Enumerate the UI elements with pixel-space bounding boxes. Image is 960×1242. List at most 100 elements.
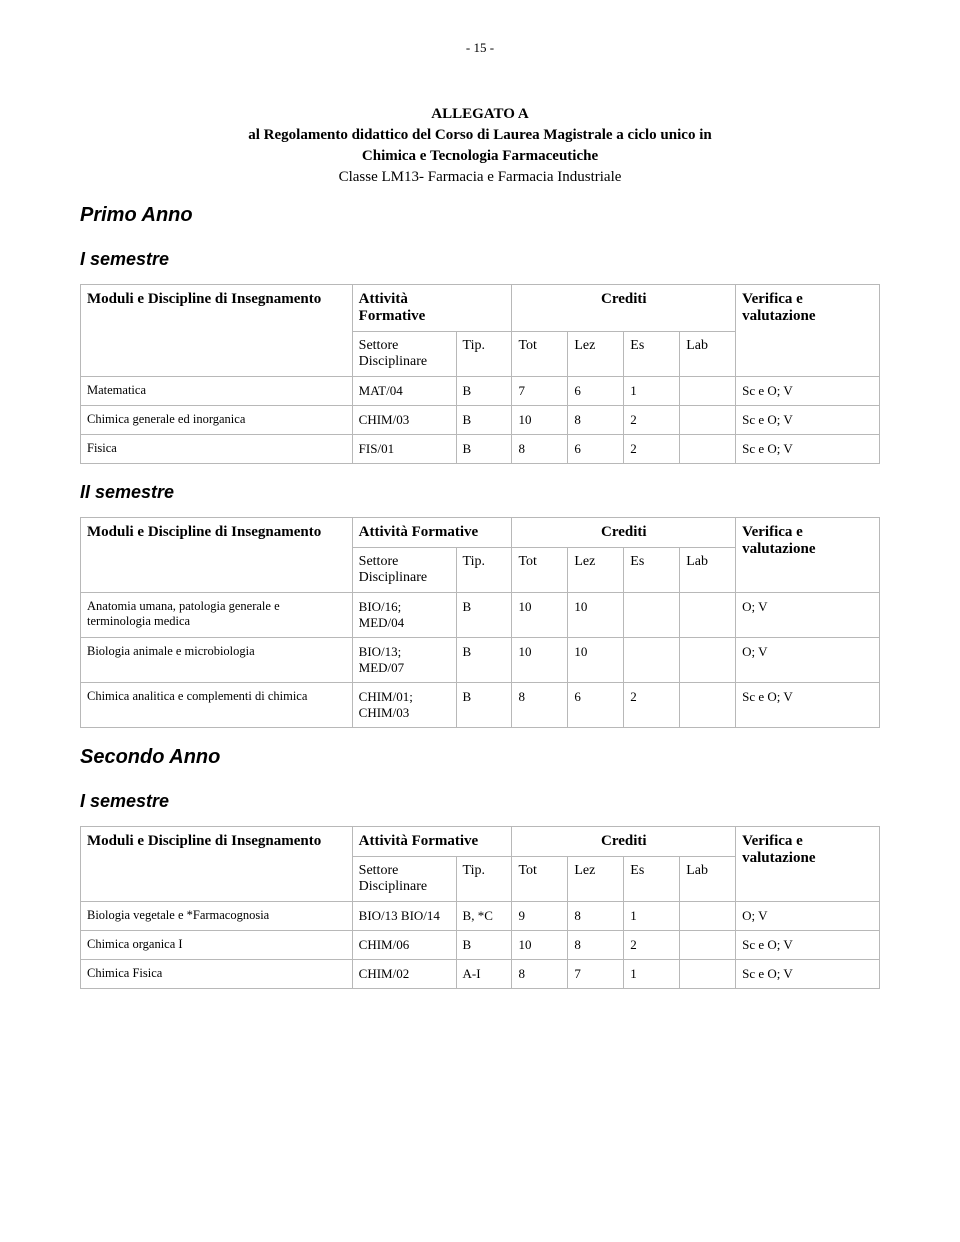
cell-verifica: Sc e O; V [736, 406, 880, 435]
cell-lab [680, 931, 736, 960]
cell-verifica: Sc e O; V [736, 377, 880, 406]
cell-name: Biologia animale e microbiologia [81, 638, 353, 683]
cell-tip: B [456, 683, 512, 728]
col-lez: Lez [568, 857, 624, 902]
col-tip: Tip. [456, 548, 512, 593]
col-lez: Lez [568, 332, 624, 377]
cell-es [624, 593, 680, 638]
cell-tip: B [456, 435, 512, 464]
course-table: Moduli e Discipline di InsegnamentoAttiv… [80, 284, 880, 464]
cell-tot: 10 [512, 931, 568, 960]
cell-tot: 10 [512, 638, 568, 683]
table-row: Anatomia umana, patologia generale e ter… [81, 593, 880, 638]
cell-settore: CHIM/01; CHIM/03 [352, 683, 456, 728]
doc-class: Classe LM13- Farmacia e Farmacia Industr… [80, 169, 880, 186]
col-moduli: Moduli e Discipline di Insegnamento [81, 827, 353, 902]
cell-verifica: O; V [736, 902, 880, 931]
cell-settore: CHIM/06 [352, 931, 456, 960]
cell-es: 1 [624, 377, 680, 406]
cell-lez: 10 [568, 638, 624, 683]
cell-tot: 8 [512, 960, 568, 989]
cell-settore: BIO/13; MED/07 [352, 638, 456, 683]
col-moduli: Moduli e Discipline di Insegnamento [81, 285, 353, 377]
col-es: Es [624, 548, 680, 593]
col-crediti: Crediti [512, 827, 736, 857]
col-lab: Lab [680, 548, 736, 593]
cell-lab [680, 435, 736, 464]
cell-verifica: O; V [736, 593, 880, 638]
cell-tot: 10 [512, 593, 568, 638]
cell-es [624, 638, 680, 683]
cell-name: Chimica Fisica [81, 960, 353, 989]
cell-settore: MAT/04 [352, 377, 456, 406]
cell-lez: 8 [568, 902, 624, 931]
doc-subtitle: al Regolamento didattico del Corso di La… [80, 127, 880, 144]
col-lab: Lab [680, 857, 736, 902]
semester-heading: I semestre [80, 791, 880, 812]
doc-subject: Chimica e Tecnologia Farmaceutiche [80, 148, 880, 165]
cell-verifica: Sc e O; V [736, 435, 880, 464]
cell-verifica: O; V [736, 638, 880, 683]
cell-settore: CHIM/03 [352, 406, 456, 435]
col-lab: Lab [680, 332, 736, 377]
col-es: Es [624, 857, 680, 902]
cell-settore: CHIM/02 [352, 960, 456, 989]
cell-settore: BIO/16; MED/04 [352, 593, 456, 638]
table-row: Chimica organica ICHIM/06B1082Sc e O; V [81, 931, 880, 960]
cell-tip: B [456, 377, 512, 406]
cell-name: Biologia vegetale e *Farmacognosia [81, 902, 353, 931]
col-lez: Lez [568, 548, 624, 593]
cell-tot: 8 [512, 683, 568, 728]
cell-name: Chimica analitica e complementi di chimi… [81, 683, 353, 728]
table-row: MatematicaMAT/04B761Sc e O; V [81, 377, 880, 406]
col-tot: Tot [512, 332, 568, 377]
cell-es: 2 [624, 683, 680, 728]
col-verifica: Verifica e valutazione [736, 518, 880, 593]
cell-lab [680, 902, 736, 931]
cell-tot: 9 [512, 902, 568, 931]
cell-tot: 8 [512, 435, 568, 464]
cell-lez: 6 [568, 683, 624, 728]
cell-name: Fisica [81, 435, 353, 464]
col-tot: Tot [512, 548, 568, 593]
cell-tip: B, *C [456, 902, 512, 931]
cell-tot: 10 [512, 406, 568, 435]
cell-lab [680, 960, 736, 989]
table-row: Biologia vegetale e *FarmacognosiaBIO/13… [81, 902, 880, 931]
table-row: Chimica generale ed inorganicaCHIM/03B10… [81, 406, 880, 435]
cell-es: 1 [624, 902, 680, 931]
cell-name: Matematica [81, 377, 353, 406]
cell-tot: 7 [512, 377, 568, 406]
course-table: Moduli e Discipline di InsegnamentoAttiv… [80, 517, 880, 728]
col-attivita: Attività Formative [352, 518, 512, 548]
course-table: Moduli e Discipline di InsegnamentoAttiv… [80, 826, 880, 989]
cell-lez: 10 [568, 593, 624, 638]
table-row: Chimica FisicaCHIM/02A-I871Sc e O; V [81, 960, 880, 989]
cell-es: 2 [624, 435, 680, 464]
table-row: Biologia animale e microbiologiaBIO/13; … [81, 638, 880, 683]
col-attivita: AttivitàFormative [352, 285, 512, 332]
col-crediti: Crediti [512, 285, 736, 332]
cell-tip: B [456, 931, 512, 960]
cell-tip: B [456, 593, 512, 638]
cell-settore: BIO/13 BIO/14 [352, 902, 456, 931]
cell-name: Chimica generale ed inorganica [81, 406, 353, 435]
col-verifica: Verifica e valutazione [736, 285, 880, 377]
cell-lez: 7 [568, 960, 624, 989]
col-attivita: Attività Formative [352, 827, 512, 857]
cell-name: Chimica organica I [81, 931, 353, 960]
semester-heading: II semestre [80, 482, 880, 503]
table-row: FisicaFIS/01B862 Sc e O; V [81, 435, 880, 464]
cell-lez: 6 [568, 435, 624, 464]
col-tip: Tip. [456, 857, 512, 902]
cell-es: 1 [624, 960, 680, 989]
col-crediti: Crediti [512, 518, 736, 548]
doc-title: ALLEGATO A [80, 106, 880, 123]
cell-lab [680, 377, 736, 406]
cell-tip: B [456, 638, 512, 683]
cell-verifica: Sc e O; V [736, 683, 880, 728]
col-tip: Tip. [456, 332, 512, 377]
cell-settore: FIS/01 [352, 435, 456, 464]
cell-lab [680, 683, 736, 728]
cell-tip: A-I [456, 960, 512, 989]
